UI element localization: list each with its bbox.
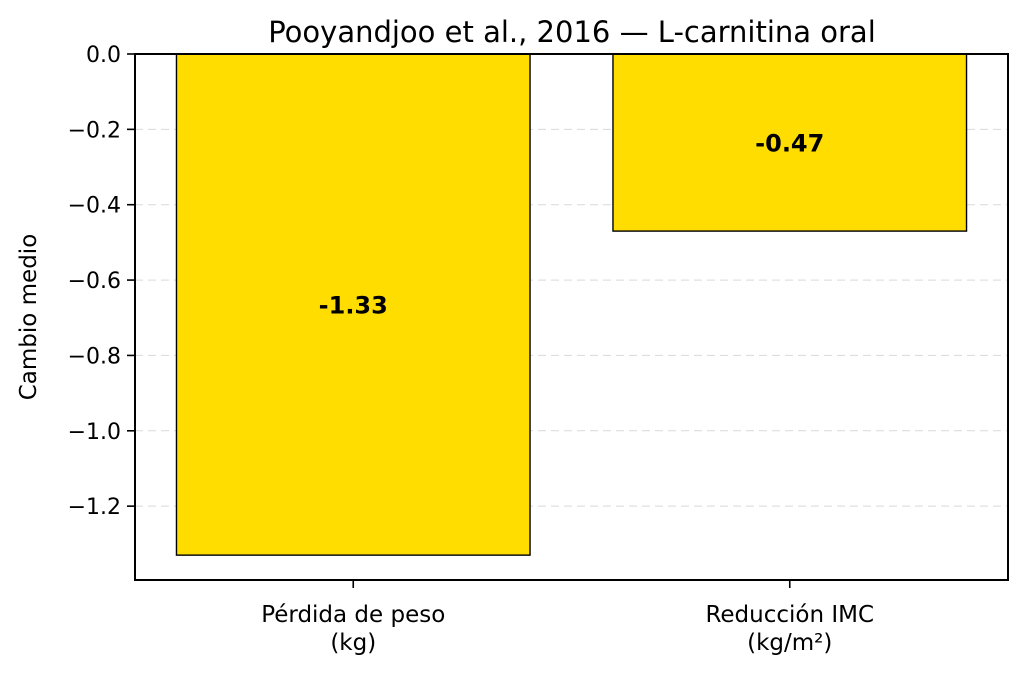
x-tick-label-line: Pérdida de peso [261,602,445,628]
chart-title: Pooyandjoo et al., 2016 — L-carnitina or… [268,15,876,49]
x-tick-label: Reducción IMC (kg/m²) [705,602,874,656]
y-tick-label: −0.2 [68,118,121,143]
x-tick-label: Pérdida de peso (kg) [261,602,445,656]
y-tick-label: 0.0 [86,43,121,68]
y-tick-label: −0.8 [68,344,121,369]
data-label: -1.33 [319,292,388,320]
x-tick-label-line: (kg) [330,630,376,656]
data-label: -0.47 [755,130,824,158]
y-tick-label: −1.2 [68,495,121,520]
y-tick-label: −1.0 [68,420,121,445]
data-labels: -1.33 -0.47 [319,130,825,320]
x-axis: Pérdida de peso (kg) Reducción IMC (kg/m²) [261,580,874,656]
bars [175,53,968,556]
x-tick-label-line: (kg/m²) [747,630,832,656]
bar [612,53,968,232]
bar [175,53,531,556]
y-axis: 0.0 −0.2 −0.4 −0.6 −0.8 −1.0 −1.2 [68,43,135,520]
plot-frame [134,53,1009,581]
x-tick-label-line: Reducción IMC [705,602,874,628]
y-tick-label: −0.6 [68,269,121,294]
y-tick-label: −0.4 [68,194,121,219]
y-axis-label: Cambio medio [16,234,42,401]
